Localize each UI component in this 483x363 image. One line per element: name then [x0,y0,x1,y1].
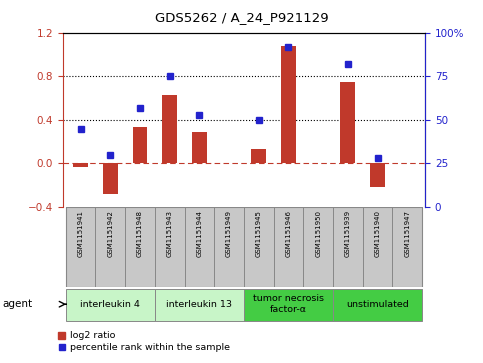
Text: agent: agent [2,299,32,309]
Text: GSM1151947: GSM1151947 [404,210,410,257]
Text: GSM1151943: GSM1151943 [167,210,173,257]
Bar [66,289,155,321]
Bar [370,163,385,187]
Bar [162,95,177,163]
Bar [103,163,118,194]
Bar [125,207,155,287]
Bar [251,149,266,163]
Bar [185,207,214,287]
Text: GSM1151946: GSM1151946 [285,210,291,257]
Bar [392,207,422,287]
Bar [303,207,333,287]
Text: GSM1151948: GSM1151948 [137,210,143,257]
Bar [96,207,125,287]
Bar [73,163,88,167]
Bar [244,289,333,321]
Bar [341,82,355,163]
Text: GSM1151942: GSM1151942 [107,210,114,257]
Text: GSM1151945: GSM1151945 [256,210,262,257]
Text: interleukin 4: interleukin 4 [80,300,140,309]
Bar [192,132,207,163]
Bar [333,207,363,287]
Bar [214,207,244,287]
Legend: log2 ratio, percentile rank within the sample: log2 ratio, percentile rank within the s… [58,331,230,352]
Text: GDS5262 / A_24_P921129: GDS5262 / A_24_P921129 [155,11,328,24]
Text: GSM1151939: GSM1151939 [345,210,351,257]
Text: interleukin 13: interleukin 13 [166,300,232,309]
Text: unstimulated: unstimulated [346,300,409,309]
Text: GSM1151940: GSM1151940 [374,210,381,257]
Bar [244,207,273,287]
Text: GSM1151941: GSM1151941 [78,210,84,257]
Text: GSM1151950: GSM1151950 [315,210,321,257]
Bar [363,207,392,287]
Text: GSM1151944: GSM1151944 [197,210,202,257]
Bar [66,207,96,287]
Bar [273,207,303,287]
Bar [155,207,185,287]
Text: tumor necrosis
factor-α: tumor necrosis factor-α [253,294,324,314]
Bar [132,127,147,163]
Bar [155,289,244,321]
Bar [333,289,422,321]
Text: GSM1151949: GSM1151949 [226,210,232,257]
Bar [281,46,296,163]
